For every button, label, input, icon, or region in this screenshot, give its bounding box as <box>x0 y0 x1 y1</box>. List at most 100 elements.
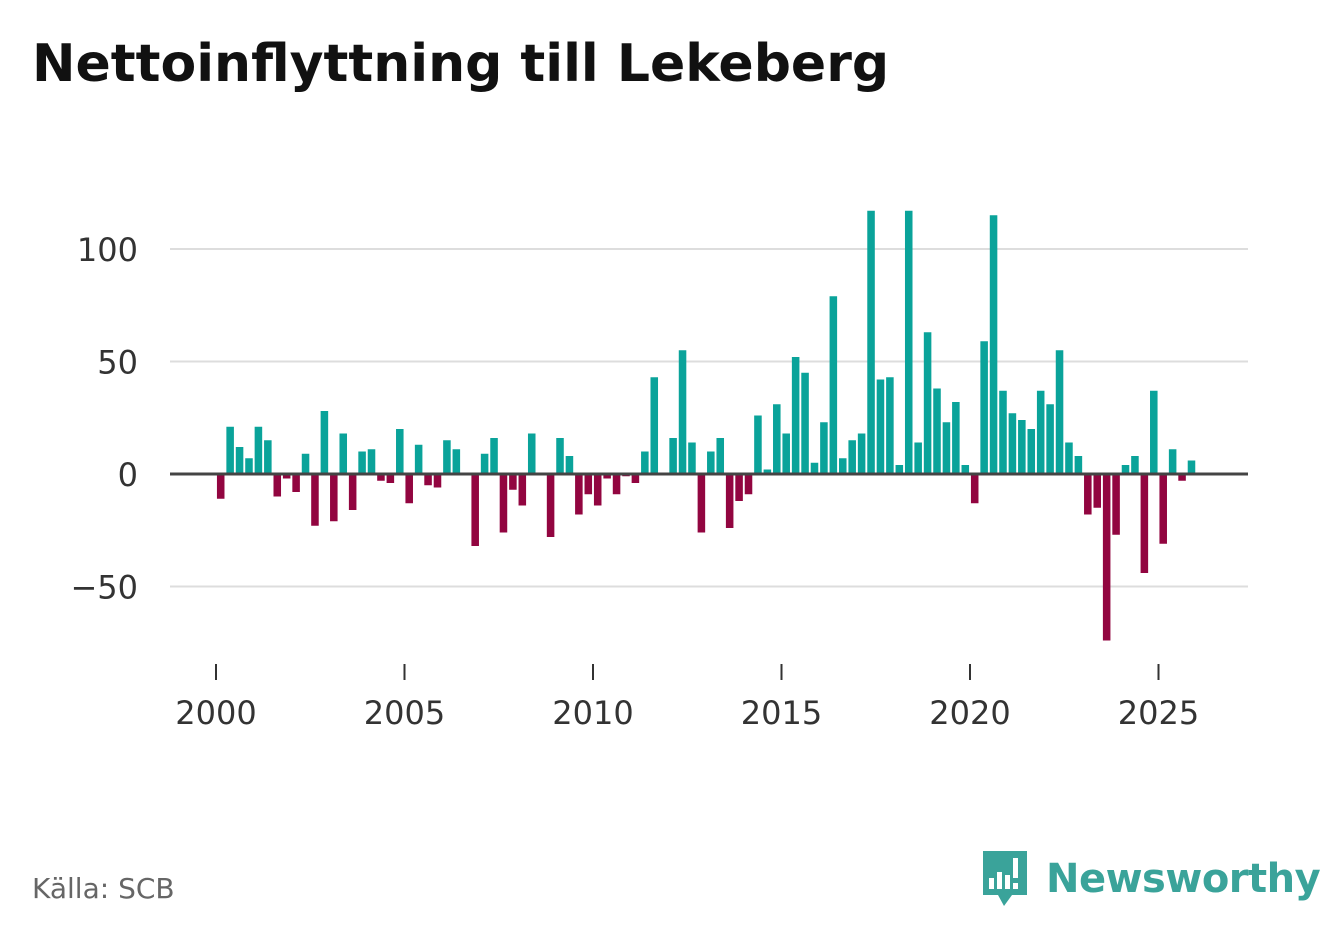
bar <box>1055 350 1064 474</box>
x-tick-label: 2000 <box>175 694 256 732</box>
bar <box>631 474 640 483</box>
bar <box>763 469 772 474</box>
bar <box>1065 442 1073 474</box>
bar <box>1112 474 1120 535</box>
bar <box>791 357 800 474</box>
bar-chart: 100 50 0 −50 2000 2005 2010 2015 2020 2025 <box>70 210 1248 732</box>
bar <box>810 462 819 474</box>
bar <box>867 210 875 474</box>
bar <box>311 474 319 526</box>
bar <box>301 453 310 474</box>
bar <box>707 451 715 474</box>
bar <box>1084 474 1092 515</box>
bar <box>254 426 263 474</box>
bar <box>273 474 282 497</box>
grid-lines <box>170 248 1248 588</box>
x-tick-label: 2005 <box>364 694 445 732</box>
x-tick-label: 2025 <box>1118 694 1199 732</box>
bar <box>490 438 498 474</box>
bar <box>697 474 706 533</box>
bar <box>282 474 291 479</box>
bar <box>546 474 555 537</box>
bar <box>1140 474 1149 573</box>
bar <box>1187 460 1196 474</box>
bar <box>650 377 659 474</box>
y-tick-label: −50 <box>70 569 138 607</box>
bar <box>801 372 809 474</box>
bar <box>961 465 970 474</box>
bars <box>216 210 1196 641</box>
y-tick-label: 100 <box>77 231 138 269</box>
bar <box>1008 413 1017 474</box>
bar <box>886 377 894 474</box>
bar <box>678 350 687 474</box>
bar <box>857 433 866 474</box>
bar <box>641 451 649 474</box>
bar <box>367 449 376 474</box>
bar <box>348 474 357 510</box>
bar <box>584 474 593 495</box>
bar <box>1074 456 1083 474</box>
bar <box>612 474 621 495</box>
bar <box>1036 390 1045 474</box>
bar <box>424 474 432 486</box>
bar <box>1168 449 1177 474</box>
bar <box>904 210 913 474</box>
bar <box>1018 420 1026 474</box>
bar <box>970 474 979 504</box>
bar <box>433 474 442 488</box>
bar <box>414 444 423 474</box>
bar <box>1131 456 1139 474</box>
brand-name: Newsworthy <box>1046 856 1321 902</box>
bar-chart-speech-bubble-icon <box>983 851 1027 906</box>
bar <box>744 474 753 495</box>
bar <box>396 429 404 474</box>
bar <box>330 474 338 522</box>
bar <box>952 402 960 474</box>
bar <box>527 433 536 474</box>
bar <box>245 458 253 474</box>
newsworthy-logo: Newsworthy <box>980 848 1321 910</box>
bar <box>1027 429 1036 474</box>
bar <box>1093 474 1102 508</box>
bar <box>565 456 574 474</box>
x-tick-label: 2015 <box>741 694 822 732</box>
bar <box>603 474 611 479</box>
bar <box>593 474 602 506</box>
bar <box>829 296 838 474</box>
bar <box>1159 474 1167 544</box>
bar <box>735 474 743 501</box>
bar <box>216 474 225 499</box>
bar <box>725 474 734 528</box>
bar <box>1102 474 1111 641</box>
bar <box>773 404 781 474</box>
bar <box>339 433 348 474</box>
bar <box>820 422 828 474</box>
bar <box>1178 474 1186 481</box>
bar <box>848 440 856 474</box>
y-tick-label: 50 <box>97 344 138 382</box>
bar <box>518 474 527 506</box>
bar <box>292 474 300 492</box>
source-note: Källa: SCB <box>32 872 175 905</box>
bar <box>405 474 413 504</box>
bar <box>480 453 489 474</box>
bar <box>669 438 677 474</box>
bar <box>895 465 904 474</box>
bar <box>556 438 564 474</box>
bar <box>942 422 951 474</box>
bar <box>1121 465 1130 474</box>
axes: 100 50 0 −50 2000 2005 2010 2015 2020 2025 <box>70 231 1248 732</box>
bar <box>320 411 329 474</box>
bar <box>838 458 847 474</box>
bar <box>452 449 461 474</box>
chart-title: Nettoinflyttning till Lekeberg <box>32 34 890 94</box>
bar <box>226 426 234 474</box>
bar <box>443 440 451 474</box>
bar <box>876 379 885 474</box>
bar <box>933 388 941 474</box>
bar <box>914 442 922 474</box>
bar <box>471 474 479 546</box>
bar <box>264 440 272 474</box>
bar <box>989 215 998 474</box>
